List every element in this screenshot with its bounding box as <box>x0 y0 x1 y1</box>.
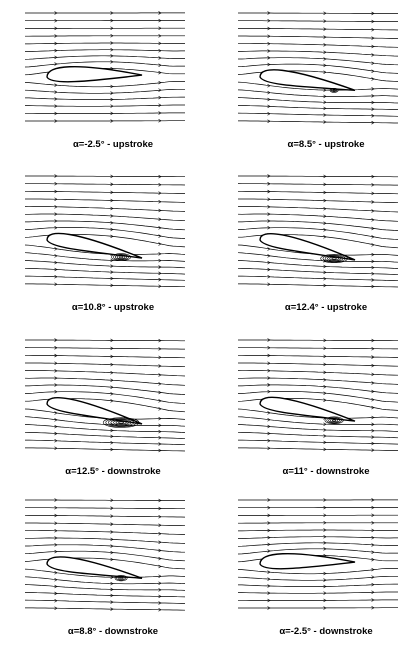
panel-caption: α=-2.5° - upstroke <box>13 139 213 150</box>
panel-caption: α=11° - downstroke <box>226 466 414 477</box>
vortex-ring <box>119 256 123 257</box>
streamline <box>238 90 398 97</box>
streamline-panel: α=11° - downstroke <box>226 332 414 487</box>
streamline-plot <box>226 168 414 298</box>
airfoil <box>260 70 355 91</box>
streamline <box>238 58 398 65</box>
streamline <box>25 261 185 268</box>
vortex-ring <box>332 420 336 421</box>
streamline-panel: α=8.8° - downstroke <box>13 492 213 647</box>
airfoil <box>260 554 355 569</box>
vortex-ring <box>332 258 336 259</box>
streamline-panel: α=10.8° - upstroke <box>13 168 213 323</box>
streamline <box>25 378 185 385</box>
streamline <box>25 62 185 67</box>
panel-caption: α=12.5° - downstroke <box>13 466 213 477</box>
streamline-plot <box>13 332 213 462</box>
vortex-ring <box>120 577 123 578</box>
streamline-plot <box>226 332 414 462</box>
airfoil <box>47 67 142 82</box>
panel-caption: α=12.4° - upstroke <box>226 302 414 313</box>
streamline-panel: α=-2.5° - downstroke <box>226 492 414 647</box>
streamline-panel: α=12.4° - upstroke <box>226 168 414 323</box>
airfoil <box>260 397 355 421</box>
streamline <box>238 543 398 547</box>
panel-caption: α=-2.5° - downstroke <box>226 626 414 637</box>
streamline <box>25 214 185 221</box>
streamline <box>25 545 185 552</box>
streamline-panel: α=8.5° - upstroke <box>226 5 414 160</box>
streamline-plot <box>226 5 414 135</box>
streamline-plot <box>13 5 213 135</box>
airfoil <box>47 557 142 578</box>
streamline-plot <box>13 168 213 298</box>
panel-caption: α=10.8° - upstroke <box>13 302 213 313</box>
streamline-panel: α=12.5° - downstroke <box>13 332 213 487</box>
panel-caption: α=8.5° - upstroke <box>226 139 414 150</box>
streamline-plot <box>226 492 414 622</box>
streamline <box>25 577 185 584</box>
panel-caption: α=8.8° - downstroke <box>13 626 213 637</box>
streamline <box>238 378 398 384</box>
streamline <box>238 214 398 221</box>
streamline-panel: α=-2.5° - upstroke <box>13 5 213 160</box>
streamline <box>238 549 398 554</box>
streamline <box>25 56 185 60</box>
vortex-ring <box>119 422 124 423</box>
streamline-plot <box>13 492 213 622</box>
